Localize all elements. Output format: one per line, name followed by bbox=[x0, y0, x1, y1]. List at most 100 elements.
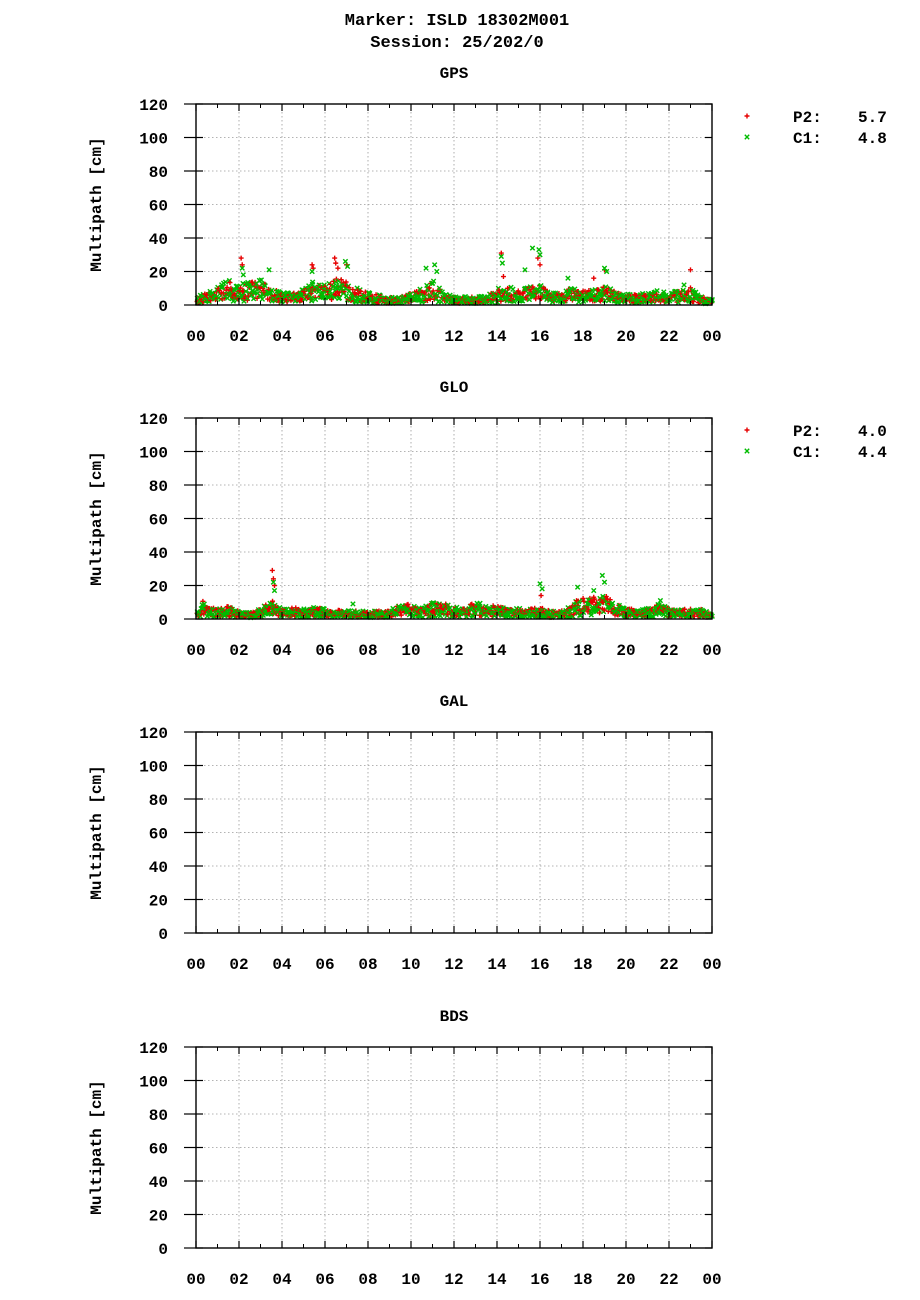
C1-point bbox=[222, 279, 229, 285]
C1-peak-point bbox=[536, 247, 542, 253]
P2-peak-point bbox=[574, 598, 580, 604]
P2-peak-point bbox=[269, 567, 275, 573]
C1-point bbox=[654, 288, 660, 294]
C1-peak-point bbox=[681, 282, 687, 288]
y-tick-label: 0 bbox=[158, 612, 168, 630]
C1-peak-point bbox=[350, 601, 356, 607]
y-tick-label: 20 bbox=[149, 265, 168, 283]
x-tick-label: 12 bbox=[444, 1271, 463, 1289]
C1-peak-point bbox=[601, 579, 608, 585]
P2-point bbox=[601, 607, 607, 613]
P2-point bbox=[270, 598, 276, 604]
y-tick-label: 0 bbox=[158, 926, 168, 944]
P2-peak-point bbox=[335, 265, 341, 271]
C1-peak-point bbox=[431, 262, 438, 268]
C1-peak-point bbox=[537, 581, 543, 587]
y-tick-label: 20 bbox=[149, 1208, 168, 1226]
C1-point bbox=[477, 600, 483, 607]
C1-peak-point bbox=[522, 267, 528, 273]
C1-point bbox=[510, 286, 516, 292]
panel-title: BDS bbox=[440, 1008, 469, 1026]
P2-point bbox=[405, 601, 411, 607]
x-tick-label: 20 bbox=[616, 642, 635, 660]
P2-point bbox=[362, 289, 368, 295]
P2-point bbox=[350, 287, 356, 293]
x-tick-label: 10 bbox=[401, 328, 420, 346]
y-axis-label: Multipath [cm] bbox=[88, 1080, 106, 1214]
y-tick-label: 120 bbox=[139, 1040, 168, 1058]
legend-marker-P2 bbox=[744, 427, 750, 433]
x-tick-label: 00 bbox=[186, 956, 205, 974]
x-tick-label: 22 bbox=[659, 642, 678, 660]
y-axis-label: Multipath [cm] bbox=[88, 137, 106, 271]
legend-label: C1: bbox=[793, 130, 822, 148]
P2-point bbox=[586, 607, 592, 613]
C1-point bbox=[330, 283, 336, 290]
x-tick-label: 02 bbox=[229, 956, 248, 974]
panel-title: GPS bbox=[440, 65, 469, 83]
P2-point bbox=[604, 290, 610, 296]
y-axis-label: Multipath [cm] bbox=[88, 451, 106, 585]
y-tick-label: 20 bbox=[149, 893, 168, 911]
x-tick-label: 02 bbox=[229, 328, 248, 346]
P2-point bbox=[581, 598, 587, 604]
legend-marker-P2 bbox=[744, 113, 750, 119]
y-tick-label: 100 bbox=[139, 131, 168, 149]
C1-point bbox=[262, 283, 268, 289]
P2-point bbox=[603, 594, 609, 600]
P2-point bbox=[597, 610, 603, 616]
x-tick-label: 20 bbox=[616, 328, 635, 346]
x-tick-label: 16 bbox=[530, 1271, 549, 1289]
legend-marker-C1 bbox=[744, 134, 750, 140]
C1-peak-point bbox=[342, 258, 349, 265]
C1-peak-point bbox=[239, 265, 245, 271]
P2-peak-point bbox=[333, 260, 339, 266]
C1-peak-point bbox=[657, 597, 664, 604]
C1-point bbox=[251, 289, 258, 295]
y-tick-label: 100 bbox=[139, 445, 168, 463]
x-tick-label: 02 bbox=[229, 1271, 248, 1289]
x-tick-label: 12 bbox=[444, 328, 463, 346]
y-tick-label: 60 bbox=[149, 826, 168, 844]
C1-point bbox=[430, 278, 437, 284]
x-tick-label: 20 bbox=[616, 1271, 635, 1289]
y-tick-label: 40 bbox=[149, 545, 168, 563]
P2-peak-point bbox=[538, 593, 544, 599]
y-tick-label: 20 bbox=[149, 579, 168, 597]
C1-point bbox=[439, 289, 445, 295]
y-tick-label: 80 bbox=[149, 1107, 168, 1125]
legend-marker-C1 bbox=[744, 448, 750, 454]
P2-point bbox=[489, 296, 495, 302]
x-tick-label: 20 bbox=[616, 956, 635, 974]
y-tick-label: 0 bbox=[158, 1241, 168, 1259]
C1-point bbox=[243, 288, 249, 295]
x-tick-label: 14 bbox=[487, 956, 507, 974]
P2-point bbox=[343, 279, 349, 285]
C1-peak-point bbox=[344, 263, 351, 270]
C1-peak-point bbox=[537, 252, 543, 258]
x-tick-label: 08 bbox=[358, 642, 377, 660]
y-tick-label: 40 bbox=[149, 231, 168, 249]
P2-point bbox=[533, 296, 539, 302]
y-tick-label: 80 bbox=[149, 164, 168, 182]
P2-peak-point bbox=[591, 594, 597, 600]
C1-point bbox=[434, 292, 441, 298]
x-tick-label: 22 bbox=[659, 1271, 678, 1289]
C1-peak-point bbox=[266, 267, 272, 273]
C1-point bbox=[491, 613, 498, 619]
C1-peak-point bbox=[539, 586, 545, 592]
P2-peak-point bbox=[332, 255, 338, 261]
x-tick-label: 14 bbox=[487, 642, 507, 660]
C1-peak-point bbox=[309, 268, 315, 275]
x-tick-label: 14 bbox=[487, 1271, 507, 1289]
series-points bbox=[194, 245, 715, 307]
legend-label: P2: bbox=[793, 423, 822, 441]
x-tick-label: 00 bbox=[186, 1271, 205, 1289]
C1-point bbox=[316, 282, 322, 288]
C1-peak-point bbox=[603, 268, 610, 275]
